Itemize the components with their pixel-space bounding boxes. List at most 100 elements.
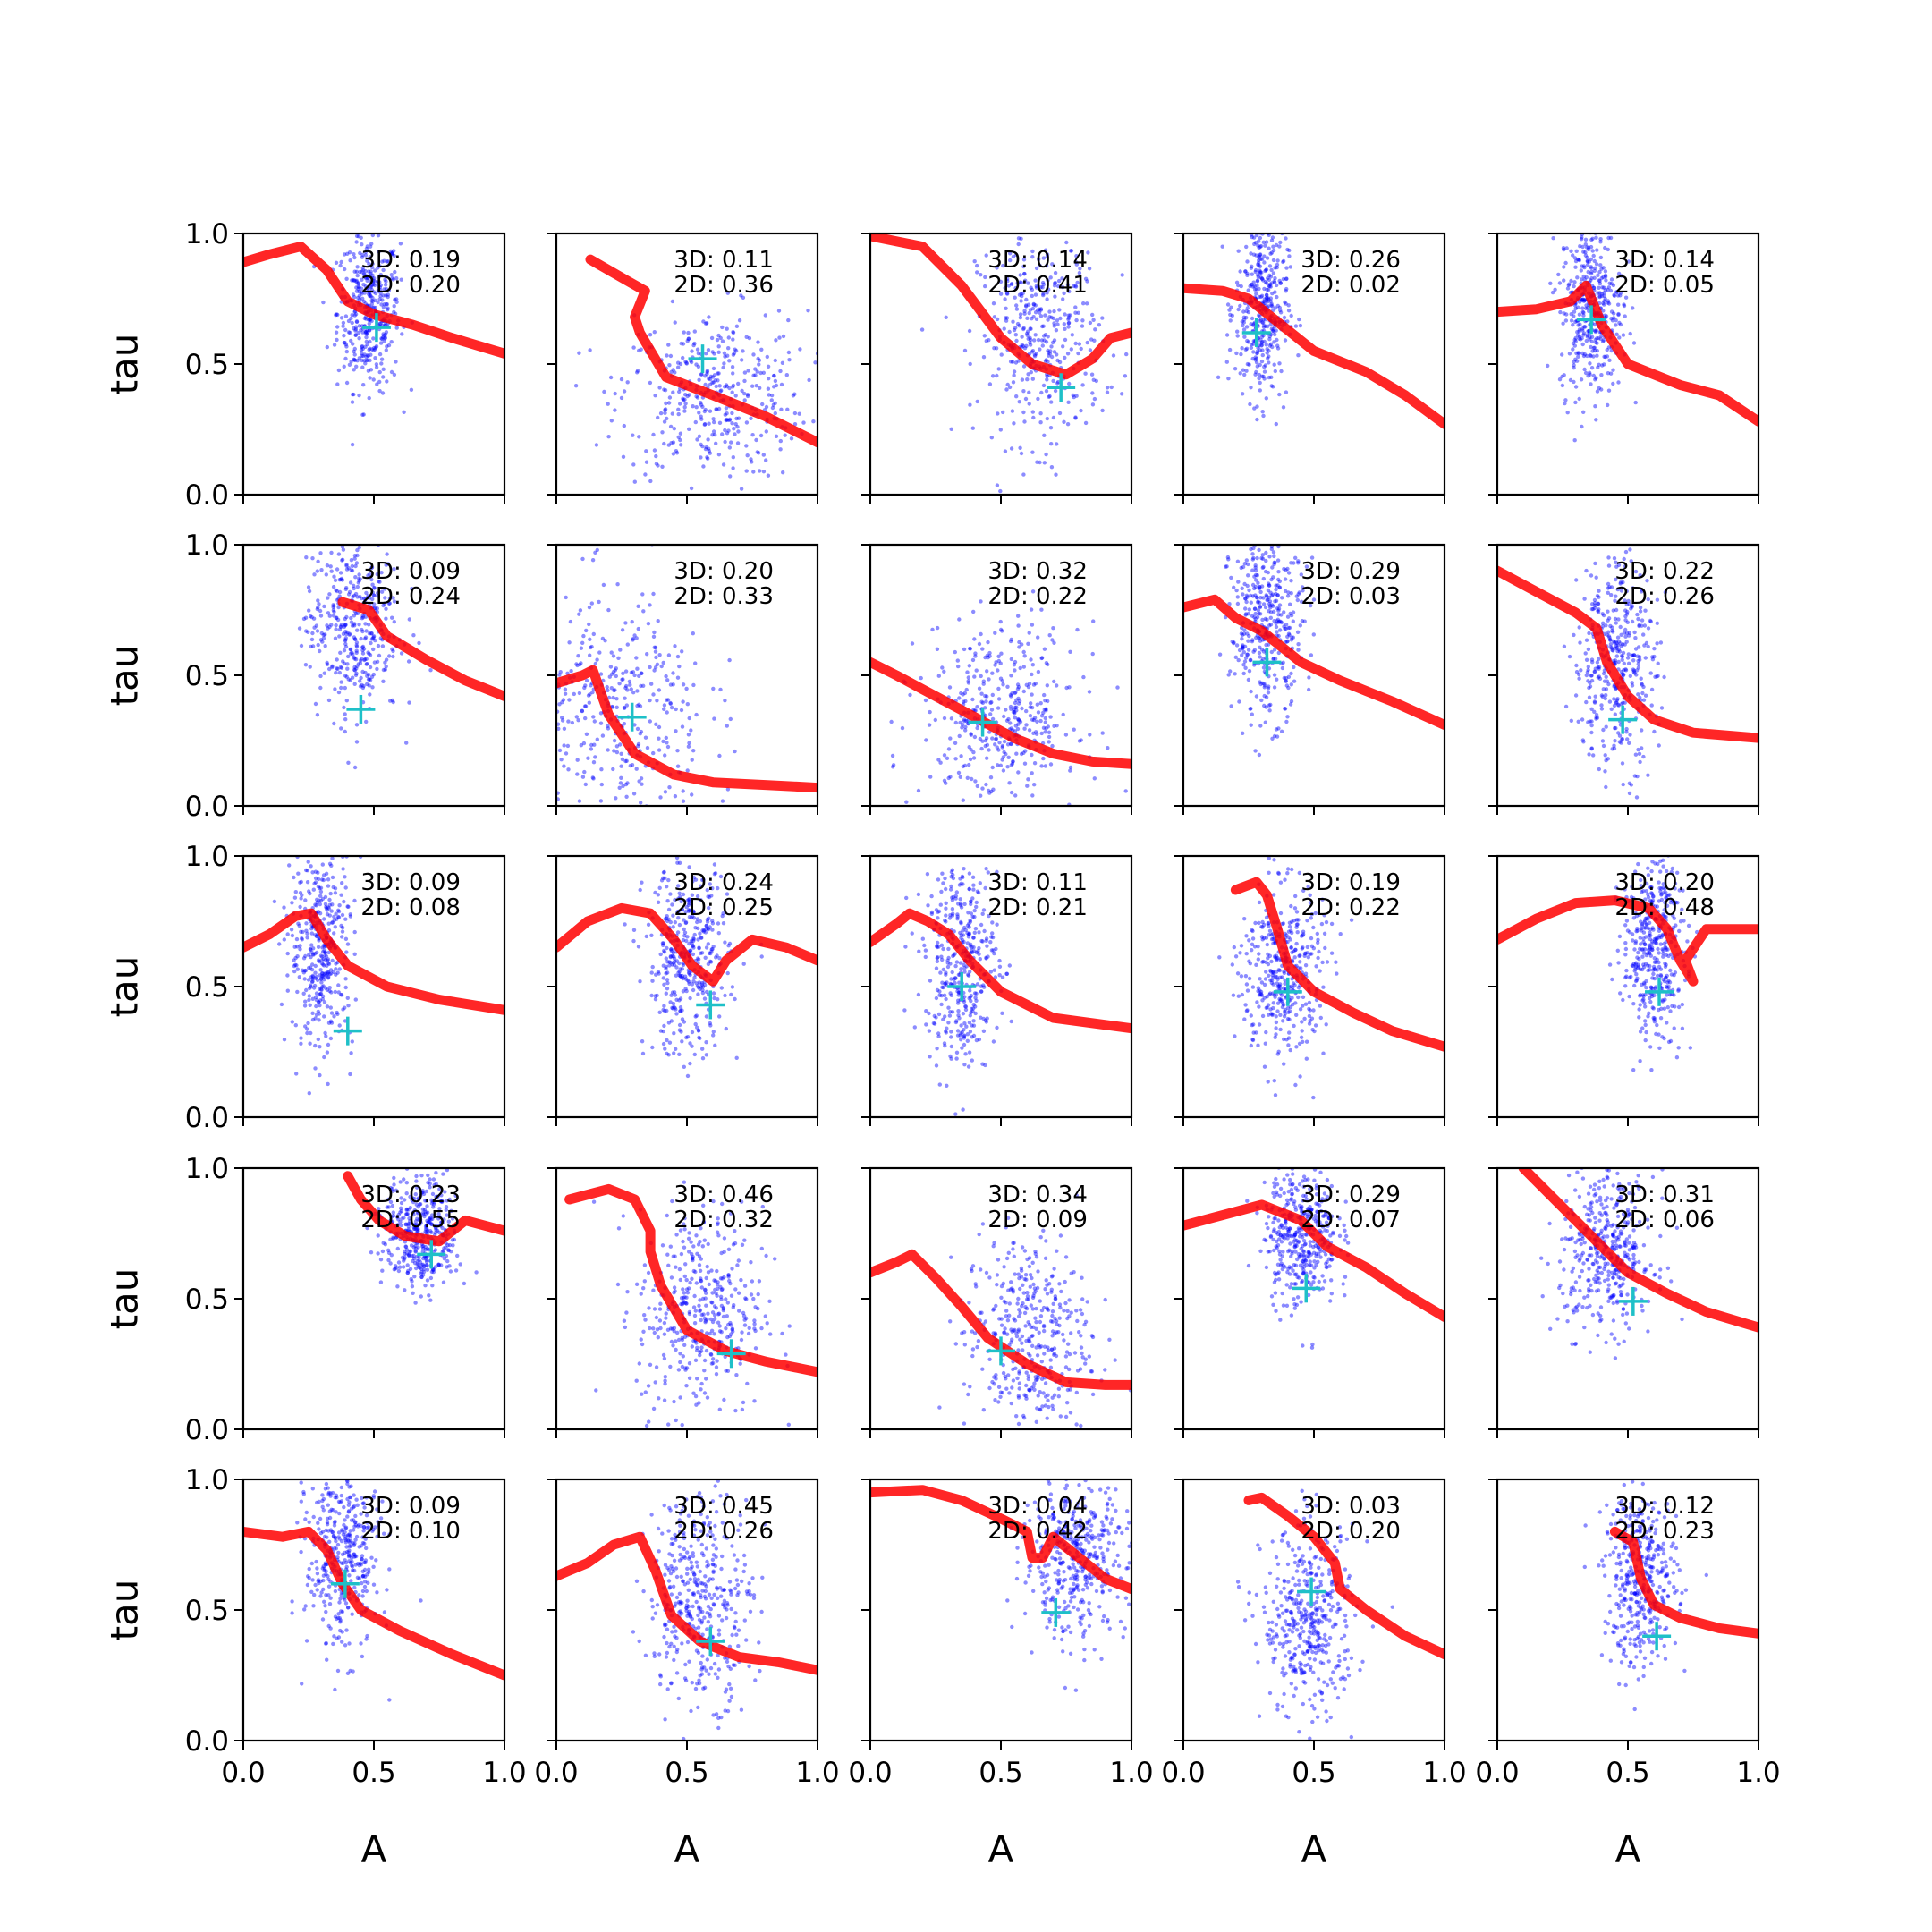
sample-point [1089,337,1094,342]
sample-point [1066,320,1072,326]
sample-point [366,292,371,296]
sample-point [671,452,676,456]
sample-point [309,1030,313,1036]
sample-point [1264,550,1268,555]
sample-point [333,578,338,582]
sample-point [1284,676,1289,681]
sample-point [352,278,356,283]
sample-point [662,707,666,711]
sample-point [972,259,977,264]
sample-point [392,304,396,309]
sample-point [1272,733,1277,739]
sample-point [341,631,346,636]
sample-point [1254,292,1258,296]
sample-point [1650,655,1655,659]
sample-point [1601,671,1606,676]
sample-point [692,341,697,346]
sample-point [665,698,671,702]
sample-point [1631,653,1637,657]
sample-point [373,638,377,643]
sample-point [598,672,604,676]
sample-point [973,779,978,784]
sample-point [372,586,377,590]
sample-point [339,259,343,265]
sample-point [1604,687,1609,691]
sample-point [308,1003,312,1008]
sample-point [666,653,672,657]
sample-point [392,253,396,258]
sample-point [1256,275,1261,279]
sample-point [733,347,737,352]
sample-point [688,948,692,953]
sample-point [367,261,371,267]
sample-point [1255,614,1260,620]
sample-point [323,951,327,955]
sample-point [716,333,721,338]
sample-point [307,965,311,970]
sample-point [987,748,991,752]
sample-point [362,272,367,276]
sample-point [1573,223,1577,226]
sample-point [1277,392,1282,397]
sample-point [1255,278,1260,283]
sample-point [349,338,353,343]
sample-point [1073,284,1079,289]
sample-point [703,382,708,387]
sample-point [299,643,304,648]
sample-point [774,434,779,438]
sample-point [713,432,717,437]
sample-point [577,612,581,616]
sample-point [712,419,716,425]
sample-point [322,963,326,968]
sample-point [1043,730,1047,734]
sample-point [326,976,331,980]
sample-point [1062,322,1067,326]
sample-point [975,705,979,709]
sample-point [771,402,776,407]
sample-point [1655,674,1659,679]
sample-point [923,698,928,703]
sample-point [652,645,657,649]
sample-point [1577,329,1581,334]
sample-point [383,335,387,340]
sample-point [662,387,666,392]
sample-point [686,336,691,341]
sample-point [652,330,657,335]
sample-point [316,642,320,648]
sample-point [724,431,730,436]
sample-point [309,985,313,989]
sample-point [326,538,329,542]
sample-point [1285,247,1290,252]
sample-point [1262,685,1267,690]
sample-point [340,929,345,934]
sample-point [1631,668,1637,673]
sample-point [618,742,623,747]
sample-point [290,933,295,938]
sample-point [663,408,667,412]
sample-point [1573,693,1579,698]
sample-point [779,407,784,411]
sample-point [589,601,594,606]
sample-point [1241,309,1246,314]
sample-point [360,358,364,363]
sample-point [377,287,383,292]
sample-point [1262,286,1267,292]
sample-point [385,302,389,307]
sample-point [1044,452,1048,457]
sample-point [355,664,360,668]
sample-point [1589,707,1594,711]
sample-point [614,744,620,749]
sample-point [1241,320,1247,325]
sample-point [674,449,679,453]
sample-point [665,960,670,964]
sample-point [661,963,665,968]
sample-point [736,416,741,420]
sample-point [1632,671,1637,675]
sample-point [696,985,701,990]
sample-point [933,717,938,723]
sample-point [1066,317,1071,322]
sample-point [1010,691,1014,696]
sample-point [583,704,589,708]
sample-point [352,623,357,628]
sample-point [699,455,703,460]
